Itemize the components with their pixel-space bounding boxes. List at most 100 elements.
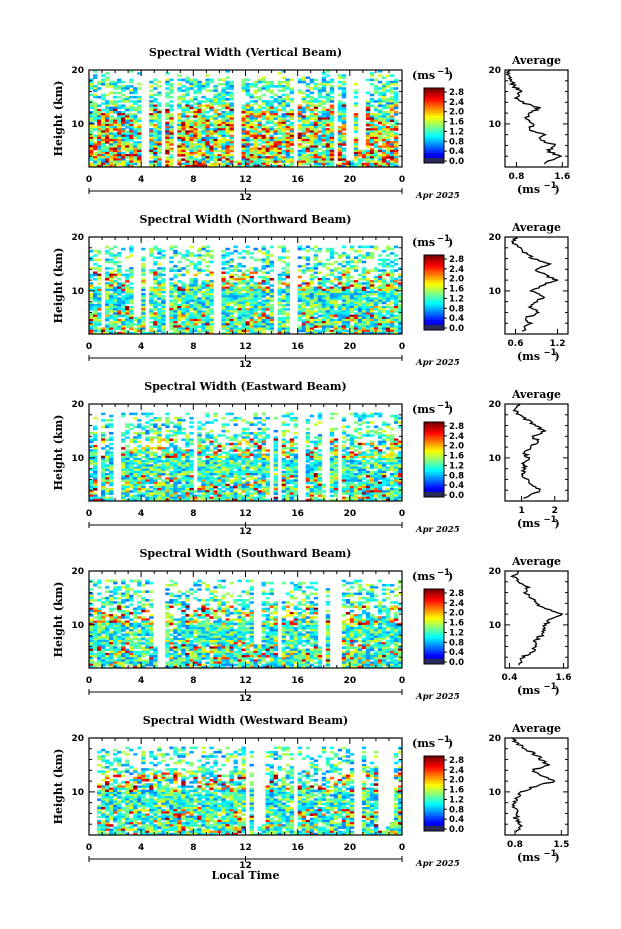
avg-y-tick-label: 20 bbox=[488, 233, 501, 243]
colorbar-tick-label: 2.4 bbox=[449, 98, 464, 108]
unit-label: (ms bbox=[412, 236, 435, 249]
colorbar: 2.82.42.01.61.20.80.40.0 bbox=[423, 755, 464, 835]
x-tick-label: 0 bbox=[86, 509, 92, 519]
avg-y-tick-label: 20 bbox=[488, 66, 501, 76]
unit-label: (ms bbox=[412, 737, 435, 750]
x-tick-label: 0 bbox=[86, 175, 92, 185]
x-tick-label: 12 bbox=[239, 342, 252, 352]
avg-x-tick-label: 0.8 bbox=[507, 840, 523, 850]
panel-0: Spectral Width (Vertical Beam) 20 10 Height… bbox=[52, 46, 570, 203]
avg-y-tick-label: 10 bbox=[488, 120, 501, 130]
panel-title: Spectral Width (Westward Beam) bbox=[143, 714, 348, 727]
colorbar-tick-label: 2.8 bbox=[449, 589, 464, 599]
x-tick-label: 12 bbox=[239, 175, 252, 185]
average-profile-line bbox=[512, 403, 547, 499]
heatmap bbox=[89, 579, 403, 669]
x-tick-label: 20 bbox=[344, 342, 357, 352]
x-tick-label: 0 bbox=[86, 676, 92, 686]
colorbar-tick-label: 1.6 bbox=[449, 118, 464, 128]
date-label: Apr 2025 bbox=[415, 692, 460, 702]
average-title: Average bbox=[511, 54, 561, 67]
unit-exponent: −1 bbox=[437, 67, 450, 77]
x-tick-label: 0 bbox=[86, 342, 92, 352]
colorbar-tick-label: 1.2 bbox=[449, 795, 464, 805]
colorbar: 2.82.42.01.61.20.80.40.0 bbox=[423, 254, 464, 334]
x-tick-label: 20 bbox=[344, 509, 357, 519]
colorbar-tick-label: 2.8 bbox=[449, 255, 464, 265]
panel-title: Spectral Width (Vertical Beam) bbox=[149, 46, 342, 59]
x-tick-label: 0 bbox=[86, 843, 92, 853]
avg-unit-exponent: −1 bbox=[544, 682, 557, 692]
colorbar-tick-label: 2.0 bbox=[449, 442, 464, 452]
colorbar-tick-label: 0.4 bbox=[449, 314, 464, 324]
colorbar: 2.82.42.01.61.20.80.40.0 bbox=[423, 87, 464, 167]
y-axis-label: Height (km) bbox=[52, 248, 65, 324]
x-tick-label: 20 bbox=[344, 676, 357, 686]
x-tick-label: 8 bbox=[190, 843, 196, 853]
avg-y-tick-label: 10 bbox=[488, 454, 501, 464]
colorbar-tick-label: 2.8 bbox=[449, 422, 464, 432]
x-tick-label: 16 bbox=[291, 175, 304, 185]
x-tick-label: 0 bbox=[399, 175, 405, 185]
y-tick-label: 10 bbox=[71, 454, 84, 464]
average-profile-line bbox=[509, 570, 564, 666]
avg-x-tick-label: 1.5 bbox=[553, 840, 569, 850]
average-title: Average bbox=[511, 555, 561, 568]
avg-unit-exponent: −1 bbox=[544, 348, 557, 358]
average-profile-line bbox=[510, 236, 559, 332]
avg-unit-close: ) bbox=[555, 350, 560, 363]
heatmap bbox=[89, 245, 403, 335]
heatmap bbox=[97, 746, 403, 836]
panel-4: Spectral Width (Westward Beam) 20 10 Height… bbox=[52, 714, 569, 871]
colorbar-tick-label: 2.4 bbox=[449, 599, 464, 609]
colorbar-tick-label: 2.0 bbox=[449, 776, 464, 786]
avg-x-tick-label: 1.6 bbox=[554, 172, 570, 182]
colorbar-tick-label: 1.6 bbox=[449, 285, 464, 295]
avg-x-tick-label: 1 bbox=[518, 506, 524, 516]
x-tick-label: 20 bbox=[344, 175, 357, 185]
y-tick-label: 20 bbox=[71, 734, 84, 744]
y-tick-label: 10 bbox=[71, 621, 84, 631]
colorbar-tick-label: 2.0 bbox=[449, 108, 464, 118]
unit-exponent: −1 bbox=[437, 234, 450, 244]
avg-unit-close: ) bbox=[555, 183, 560, 196]
x-tick-label: 16 bbox=[291, 843, 304, 853]
colorbar-tick-label: 1.6 bbox=[449, 786, 464, 796]
avg-unit-label: (ms bbox=[517, 684, 540, 697]
date-label: Apr 2025 bbox=[415, 358, 460, 368]
panel-3: Spectral Width (Southward Beam) 20 10 Heigh… bbox=[52, 547, 571, 704]
colorbar-tick-label: 0.4 bbox=[449, 147, 464, 157]
y-tick-label: 10 bbox=[71, 788, 84, 798]
avg-unit-exponent: −1 bbox=[544, 515, 557, 525]
colorbar-tick-label: 1.6 bbox=[449, 619, 464, 629]
unit-close: ) bbox=[448, 236, 453, 249]
avg-y-tick-label: 20 bbox=[488, 567, 501, 577]
average-profile-line bbox=[511, 737, 556, 833]
colorbar-tick-label: 2.8 bbox=[449, 756, 464, 766]
avg-x-tick-label: 0.6 bbox=[508, 339, 524, 349]
colorbar-tick-label: 0.8 bbox=[449, 805, 464, 815]
date-tick-label: 12 bbox=[239, 694, 252, 704]
average-panel: Average 20 10 0.8 1.6 (ms −1) bbox=[488, 54, 570, 196]
date-tick-label: 12 bbox=[239, 861, 252, 871]
avg-unit-close: ) bbox=[555, 684, 560, 697]
x-tick-label: 0 bbox=[399, 676, 405, 686]
avg-unit-label: (ms bbox=[517, 851, 540, 864]
x-axis-label: Local Time bbox=[212, 869, 280, 882]
colorbar-tick-label: 0.0 bbox=[449, 157, 464, 167]
colorbar-tick-label: 0.4 bbox=[449, 648, 464, 658]
unit-label: (ms bbox=[412, 403, 435, 416]
colorbar-tick-label: 0.0 bbox=[449, 491, 464, 501]
average-profile-line bbox=[505, 69, 563, 165]
x-tick-label: 12 bbox=[239, 509, 252, 519]
colorbar-tick-label: 2.8 bbox=[449, 88, 464, 98]
avg-y-tick-label: 20 bbox=[488, 400, 501, 410]
x-tick-label: 8 bbox=[190, 342, 196, 352]
y-axis-label: Height (km) bbox=[52, 582, 65, 658]
x-tick-label: 4 bbox=[138, 175, 144, 185]
colorbar-tick-label: 2.0 bbox=[449, 275, 464, 285]
colorbar-tick-label: 0.0 bbox=[449, 825, 464, 835]
date-tick-label: 12 bbox=[239, 360, 252, 370]
average-panel: Average 20 10 1 2 (ms −1) bbox=[488, 388, 569, 530]
